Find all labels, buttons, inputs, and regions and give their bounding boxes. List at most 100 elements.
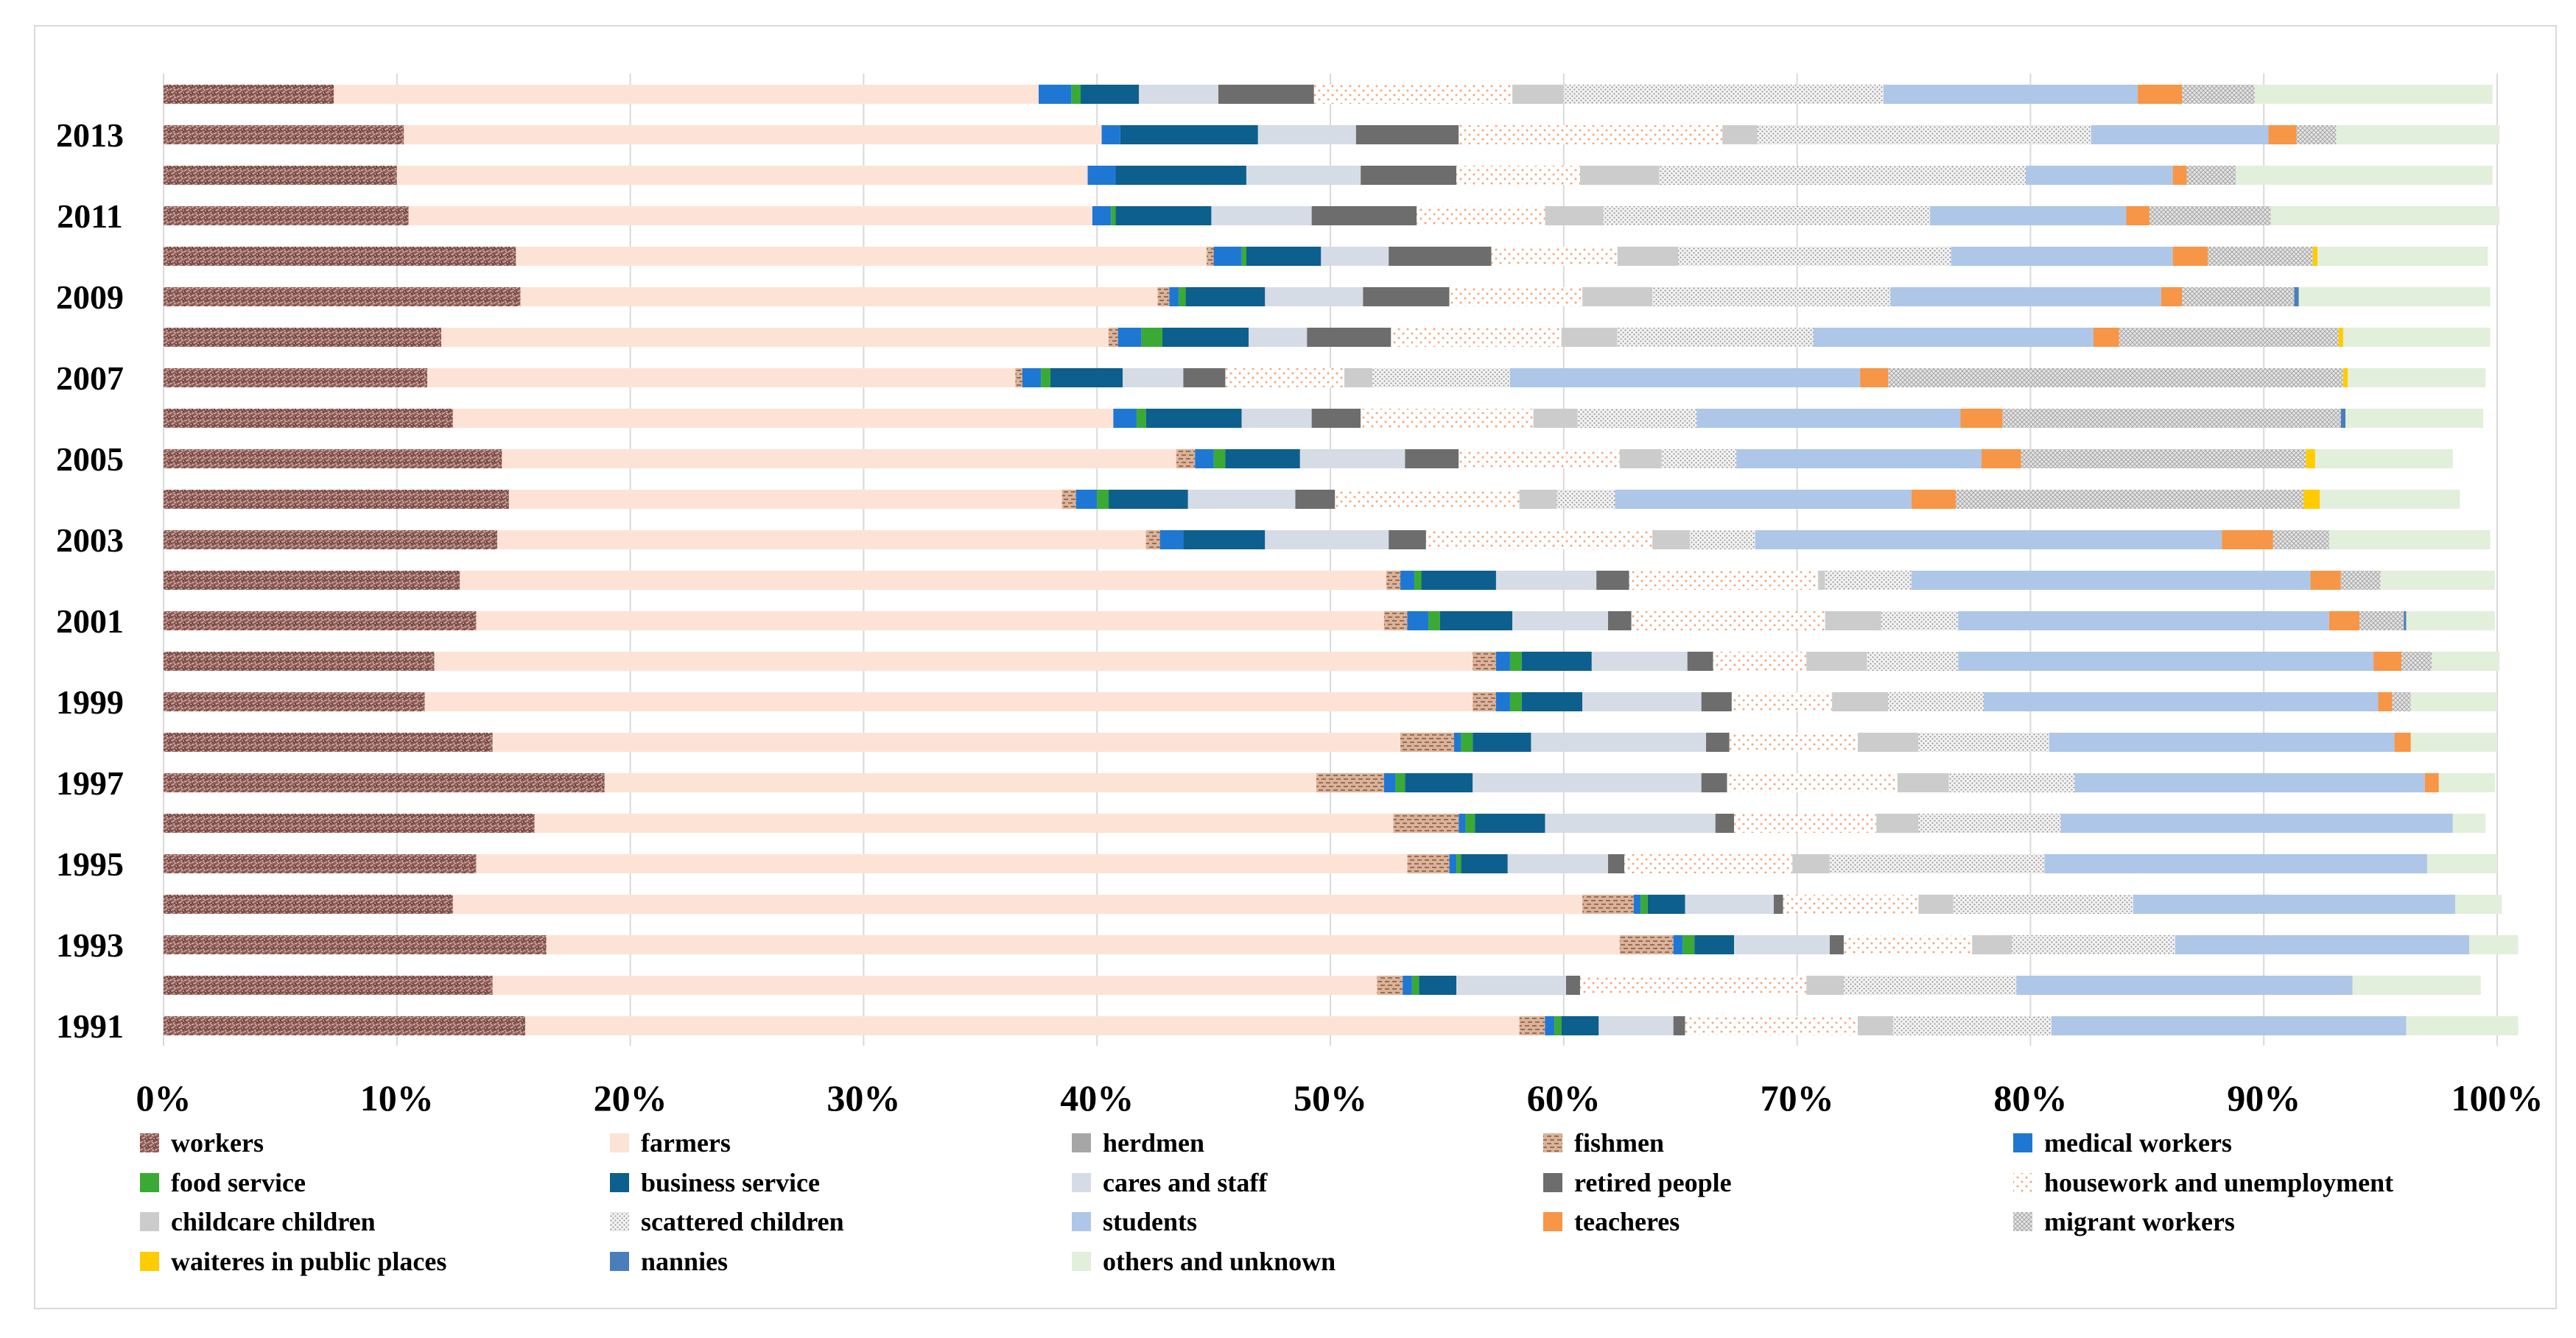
bar-2012-others-and-unknown: 2012 · others and unknown: 11% [2236, 166, 2493, 185]
legend-label-migrant-workers: migrant workers [2044, 1207, 2235, 1236]
legend-item-others-and-unknown: others and unknown [1072, 1247, 1336, 1276]
bar-2007-food-service: 2007 · food service: 0.4% [1041, 368, 1050, 387]
bar-2006-retired-people: 2006 · retired people: 2.1% [1311, 409, 1361, 428]
x-tick-label-20-: 20% [594, 1077, 667, 1119]
bar-2011-cares-and-staff: 2011 · cares and staff: 4.3% [1211, 206, 1312, 225]
bar-2006-food-service: 2006 · food service: 0.4% [1137, 409, 1146, 428]
bar-2000-migrant-workers: 2000 · migrant workers: 1.3% [2401, 652, 2432, 671]
bar-2009-farmers: 2009 · farmers: 27.3% [520, 287, 1158, 306]
bar-2008-teacheres: 2008 · teacheres: 1.1% [2093, 328, 2119, 347]
bar-2012-students: 2012 · students: 6.3% [2026, 166, 2173, 185]
bar-1996-housework-and-unemployment: 1996 · housework and unemployment: 6.1% [1734, 814, 1877, 833]
bar-1991-retired-people: 1991 · retired people: 0.5% [1673, 1016, 1685, 1035]
bar-2013-business-service: 2013 · business service: 5.9% [1120, 125, 1258, 144]
bar-2007-fishmen: 2007 · fishmen: 0.3% [1015, 368, 1022, 387]
bar-2014-cares-and-staff: 2014 · cares and staff: 3.4% [1139, 85, 1218, 104]
bar-1993-business-service: 1993 · business service: 1.7% [1694, 935, 1735, 954]
bar-2013-housework-and-unemployment: 2013 · housework and unemployment: 11.3% [1459, 125, 1723, 144]
bar-2002-business-service: 2002 · business service: 3.2% [1421, 571, 1496, 590]
bar-1991-students: 1991 · students: 15.2% [2051, 1016, 2407, 1035]
bar-2009-others-and-unknown: 2009 · others and unknown: 8.2% [2298, 287, 2491, 306]
x-tick-label-10-: 10% [360, 1077, 434, 1119]
bar-1993-fishmen: 1993 · fishmen: 2.3% [1619, 935, 1674, 954]
bar-2004-housework-and-unemployment: 2004 · housework and unemployment: 7.9% [1335, 490, 1520, 509]
bar-1997-students: 1997 · students: 15% [2074, 773, 2425, 792]
bar-1998-others-and-unknown: 1998 · others and unknown: 3.7% [2410, 733, 2497, 752]
bar-1994-business-service: 1994 · business service: 1.6% [1647, 895, 1685, 914]
legend-swatch-childcare-children [140, 1212, 159, 1231]
bar-1994-retired-people: 1994 · retired people: 0.4% [1773, 895, 1783, 914]
bar-2003-housework-and-unemployment: 2003 · housework and unemployment: 9.7% [1425, 530, 1653, 549]
bar-2000-fishmen: 2000 · fishmen: 1% [1473, 652, 1496, 671]
bar-1995-childcare-children: 1995 · childcare children: 1.6% [1792, 854, 1830, 873]
bar-2005-medical-workers: 2005 · medical workers: 0.8% [1195, 449, 1214, 468]
legend-swatch-cares-and-staff [1072, 1173, 1091, 1192]
bar-2011-retired-people: 2011 · retired people: 4.5% [1311, 206, 1417, 225]
bar-1998-students: 1998 · students: 14.8% [2049, 733, 2395, 752]
bar-1995-workers: 1995 · workers: 13.4% [164, 854, 477, 873]
bar-2014-childcare-children: 2014 · childcare children: 2.2% [1512, 85, 1564, 104]
bar-2013-farmers: 2013 · farmers: 29.9% [404, 125, 1102, 144]
bar-1999-food-service: 1999 · food service: 0.5% [1509, 692, 1522, 711]
legend-label-workers: workers [171, 1128, 264, 1158]
bar-2013-cares-and-staff: 2013 · cares and staff: 4.2% [1257, 125, 1356, 144]
bar-1999-business-service: 1999 · business service: 2.6% [1521, 692, 1583, 711]
bar-2000-housework-and-unemployment: 2000 · housework and unemployment: 4% [1713, 652, 1807, 671]
legend-item-scattered-children: scattered children [610, 1207, 844, 1236]
legend-item-teacheres: teacheres [1543, 1207, 1680, 1236]
bar-2014-workers: 2014 · workers: 7.3% [164, 85, 334, 104]
bar-2000-students: 2000 · students: 17.8% [1958, 652, 2374, 671]
bar-2007-farmers: 2007 · farmers: 25.2% [427, 368, 1016, 387]
bar-2002-medical-workers: 2002 · medical workers: 0.6% [1400, 571, 1415, 590]
bar-1997-fishmen: 1997 · fishmen: 2.9% [1316, 773, 1384, 792]
bar-2002-migrant-workers: 2002 · migrant workers: 1.7% [2340, 571, 2381, 590]
bar-2000-food-service: 2000 · food service: 0.5% [1509, 652, 1522, 671]
bar-1997-scattered-children: 1997 · scattered children: 5.4% [1948, 773, 2075, 792]
legend-swatch-medical-workers [2013, 1133, 2032, 1152]
bar-1996-childcare-children: 1996 · childcare children: 1.8% [1876, 814, 1919, 833]
bar-2002-food-service: 2002 · food service: 0.3% [1414, 571, 1422, 590]
legend-item-food-service: food service [140, 1168, 306, 1197]
legend-item-business-service: business service [610, 1168, 820, 1197]
bar-2011-food-service: 2011 · food service: 0.2% [1111, 206, 1116, 225]
x-tick-label-0-: 0% [136, 1077, 192, 1119]
bar-1994-scattered-children: 1994 · scattered children: 7.7% [1953, 895, 2133, 914]
x-tick-label-100-: 100% [2452, 1077, 2544, 1119]
bar-2009-migrant-workers: 2009 · migrant workers: 4.8% [2182, 287, 2295, 306]
bar-1999-students: 1999 · students: 16.9% [1984, 692, 2379, 711]
bar-2001-medical-workers: 2001 · medical workers: 0.9% [1407, 611, 1429, 630]
legend-label-fishmen: fishmen [1574, 1128, 1664, 1158]
bar-1997-farmers: 1997 · farmers: 30.5% [604, 773, 1316, 792]
bar-2008-fishmen: 2008 · fishmen: 0.4% [1109, 328, 1118, 347]
legend: workers farmers herdmen fishmen medical work… [140, 1128, 2393, 1276]
bar-1991-food-service: 1991 · food service: 0.3% [1554, 1016, 1562, 1035]
bar-1992-cares-and-staff: 1992 · cares and staff: 4.7% [1456, 976, 1566, 995]
bar-2010-food-service: 2010 · food service: 0.2% [1241, 247, 1246, 266]
legend-item-students: students [1072, 1207, 1197, 1236]
bar-2003-workers: 2003 · workers: 14.3% [164, 530, 498, 549]
y-tick-label-2011: 2011 [57, 197, 122, 235]
y-tick-label-2001: 2001 [56, 602, 124, 640]
legend-label-students: students [1103, 1207, 1197, 1236]
bar-2002-childcare-children: 2002 · childcare children: 0.3% [1818, 571, 1825, 590]
bar-2014-business-service: 2014 · business service: 2.5% [1081, 85, 1140, 104]
legend-label-food-service: food service [171, 1168, 306, 1197]
bar-2010-cares-and-staff: 2010 · cares and staff: 2.9% [1321, 247, 1389, 266]
bar-1999-retired-people: 1999 · retired people: 1.3% [1701, 692, 1732, 711]
x-tick-label-80-: 80% [1993, 1077, 2067, 1119]
bar-2005-housework-and-unemployment: 2005 · housework and unemployment: 6.9% [1459, 449, 1620, 468]
bar-2005-business-service: 2005 · business service: 3.2% [1225, 449, 1300, 468]
bar-2006-medical-workers: 2006 · medical workers: 1% [1113, 409, 1137, 428]
bar-2002-teacheres: 2002 · teacheres: 1.3% [2310, 571, 2341, 590]
bar-1999-workers: 1999 · workers: 11.2% [164, 692, 425, 711]
bar-1999-cares-and-staff: 1999 · cares and staff: 5.1% [1582, 692, 1702, 711]
bar-2001-others-and-unknown: 2001 · others and unknown: 3.8% [2406, 611, 2495, 630]
bar-2013-teacheres: 2013 · teacheres: 1.2% [2268, 125, 2297, 144]
bar-2010-teacheres: 2010 · teacheres: 1.5% [2172, 247, 2208, 266]
legend-label-others-and-unknown: others and unknown [1103, 1247, 1336, 1276]
bar-2012-migrant-workers: 2012 · migrant workers: 2.1% [2186, 166, 2236, 185]
bar-2000-teacheres: 2000 · teacheres: 1.2% [2373, 652, 2402, 671]
bar-2008-waiteres-in-public-places: 2008 · waiteres in public places: 0.2% [2338, 328, 2343, 347]
bar-2001-cares-and-staff: 2001 · cares and staff: 4.1% [1512, 611, 1608, 630]
y-tick-label-1993: 1993 [56, 926, 124, 964]
